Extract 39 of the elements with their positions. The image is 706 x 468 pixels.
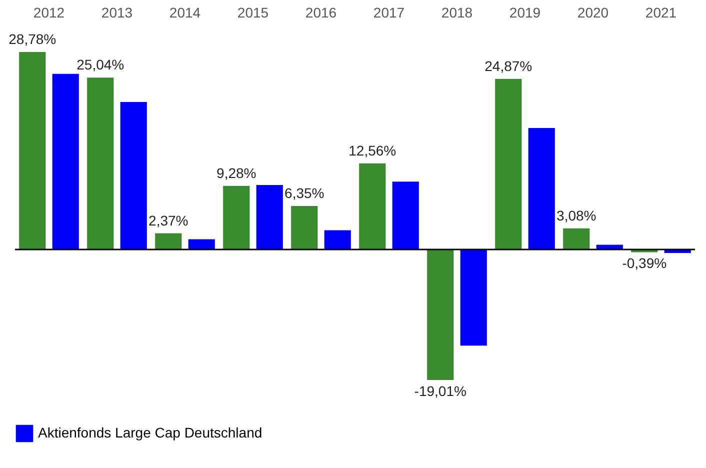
- x-tick-label: 2012: [33, 4, 65, 20]
- data-label: 3,08%: [556, 207, 596, 224]
- data-label: 9,28%: [216, 164, 256, 181]
- bar: [188, 239, 215, 250]
- bar: [427, 250, 454, 380]
- bar: [563, 228, 590, 250]
- bar: [596, 244, 623, 250]
- bar: [495, 78, 522, 250]
- x-tick-label: 2013: [101, 4, 133, 20]
- data-label: 25,04%: [76, 56, 124, 73]
- bar: [120, 102, 147, 250]
- bar: [528, 128, 555, 250]
- bar: [19, 52, 46, 250]
- bar: [155, 233, 182, 250]
- x-tick-label: 2020: [577, 4, 609, 20]
- data-label: 12,56%: [348, 142, 396, 158]
- bar: [256, 185, 283, 250]
- x-tick-label: 2018: [441, 4, 473, 20]
- bar: [324, 230, 351, 250]
- bar: [223, 186, 250, 250]
- x-tick-label: 2016: [305, 4, 337, 20]
- x-tick-label: 2015: [237, 4, 269, 20]
- bar: [52, 74, 79, 250]
- bar: [359, 163, 386, 250]
- x-tick-label: 2017: [373, 4, 405, 20]
- bar: [392, 182, 419, 250]
- bar: [291, 206, 318, 250]
- legend-label: Aktienfonds Large Cap Deutschland: [38, 424, 262, 440]
- data-label: -19,01%: [414, 383, 466, 399]
- x-tick-label: 2014: [169, 4, 201, 20]
- x-tick-label: 2021: [645, 4, 677, 20]
- data-label: 24,87%: [484, 58, 532, 74]
- data-label: -0,39%: [622, 255, 667, 272]
- bar: [460, 250, 487, 346]
- data-label: 2,37%: [148, 212, 188, 228]
- data-label: 28,78%: [8, 31, 56, 47]
- bar: [87, 78, 114, 250]
- x-tick-label: 2019: [509, 4, 541, 20]
- data-label: 6,35%: [284, 184, 324, 201]
